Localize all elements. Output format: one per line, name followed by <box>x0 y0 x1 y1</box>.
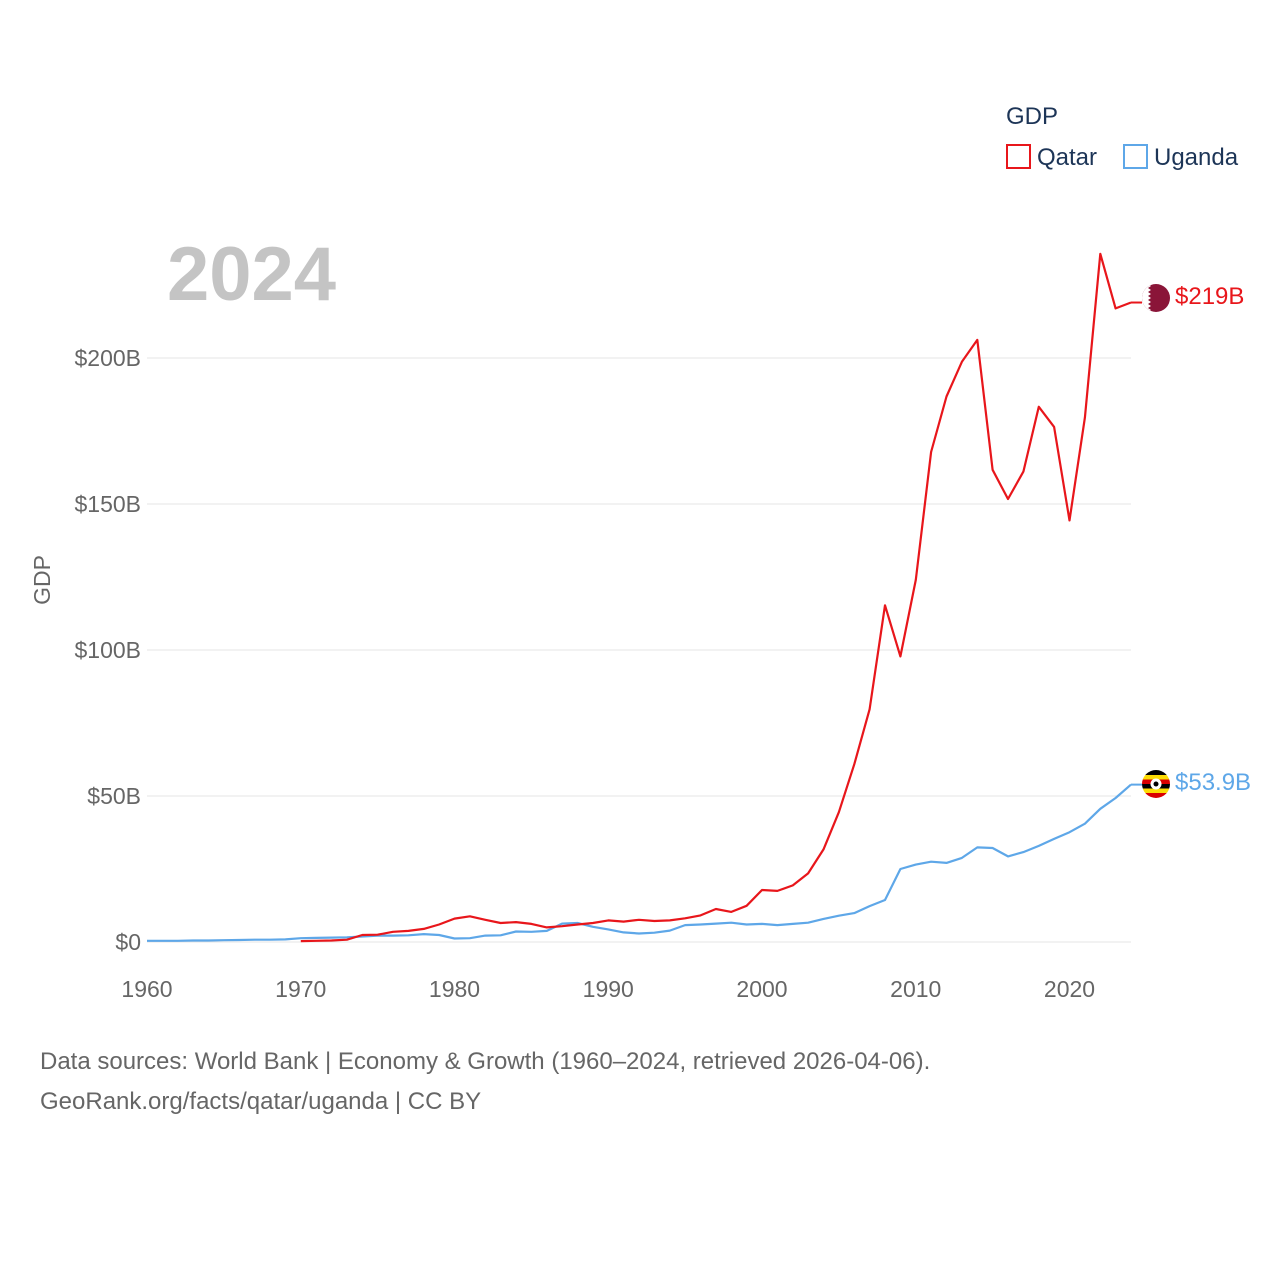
y-axis-ticks: $0 $50B $100B $150B $200B <box>74 345 141 955</box>
x-tick-label: 2010 <box>890 976 941 1002</box>
y-tick-label: $150B <box>74 491 141 517</box>
legend-swatch-uganda <box>1123 144 1148 169</box>
x-tick-label: 1990 <box>583 976 634 1002</box>
series-lines <box>147 252 1142 943</box>
series-line-qatar <box>300 252 1132 943</box>
x-tick-label: 2020 <box>1044 976 1095 1002</box>
x-axis-ticks: 1960 1970 1980 1990 2000 2010 2020 <box>121 976 1095 1002</box>
legend-label-qatar: Qatar <box>1037 144 1097 171</box>
x-tick-label: 1960 <box>121 976 172 1002</box>
end-label-uganda: $53.9B <box>1175 769 1251 796</box>
footer-sources: Data sources: World Bank | Economy & Gro… <box>40 1048 931 1075</box>
qatar-flag-icon <box>1142 284 1170 312</box>
y-tick-label: $0 <box>115 929 141 955</box>
y-tick-label: $100B <box>74 637 141 663</box>
footer-attribution: GeoRank.org/facts/qatar/uganda | CC BY <box>40 1088 482 1115</box>
uganda-flag-icon <box>1142 770 1170 798</box>
y-tick-label: $50B <box>87 783 141 809</box>
y-tick-label: $200B <box>74 345 141 371</box>
legend-swatch-qatar <box>1006 144 1031 169</box>
footer: Data sources: World Bank | Economy & Gro… <box>40 1042 930 1122</box>
legend-title: GDP <box>1006 103 1058 130</box>
x-tick-label: 1970 <box>275 976 326 1002</box>
y-axis-label: GDP <box>29 555 55 605</box>
year-label: 2024 <box>167 232 336 317</box>
end-label-qatar: $219B <box>1175 283 1244 310</box>
legend-label-uganda: Uganda <box>1154 144 1239 171</box>
x-tick-label: 2000 <box>736 976 787 1002</box>
legend: GDP Qatar Uganda <box>1006 103 1239 171</box>
x-tick-label: 1980 <box>429 976 480 1002</box>
gridlines <box>147 357 1131 943</box>
series-line-uganda <box>147 783 1132 942</box>
